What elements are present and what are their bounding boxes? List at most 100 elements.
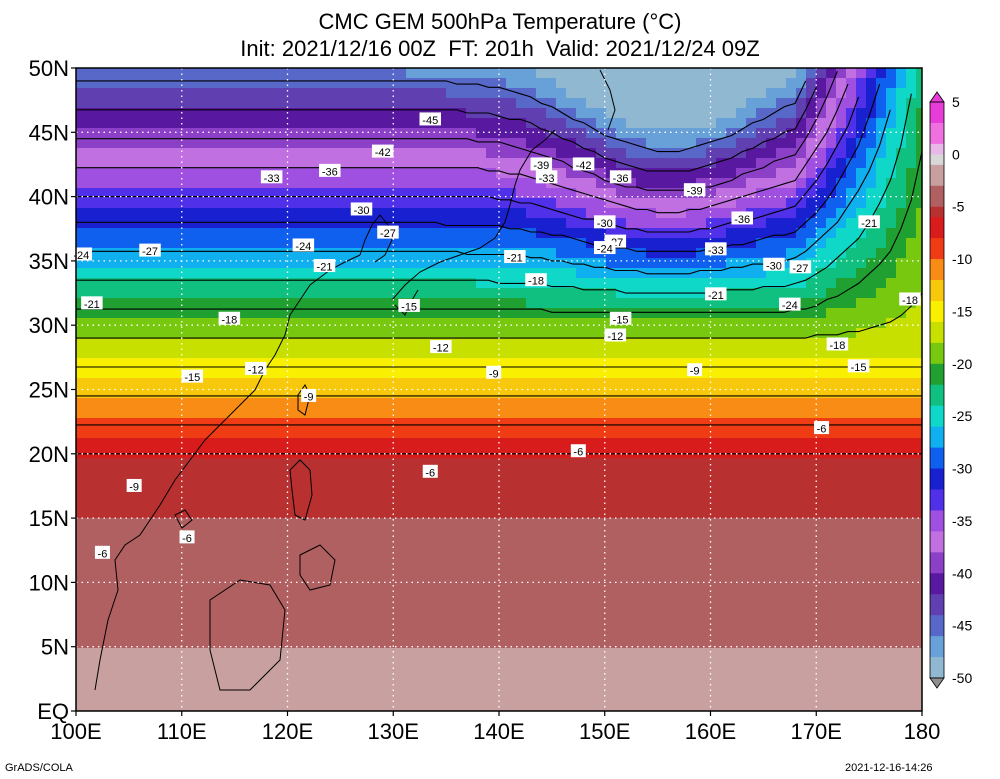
field-cell	[386, 458, 397, 469]
field-cell	[536, 348, 547, 359]
field-cell	[346, 588, 357, 599]
field-cell	[686, 208, 697, 219]
field-cell	[736, 278, 747, 289]
field-cell	[836, 158, 847, 169]
field-cell	[746, 478, 757, 489]
field-cell	[866, 188, 877, 199]
field-cell	[176, 418, 187, 429]
field-cell	[416, 388, 427, 399]
field-cell	[456, 558, 467, 569]
field-cell	[76, 468, 87, 479]
field-cell	[226, 208, 237, 219]
field-cell	[366, 228, 377, 239]
field-cell	[296, 428, 307, 439]
field-cell	[636, 648, 647, 659]
field-cell	[136, 288, 147, 299]
field-cell	[386, 558, 397, 569]
field-cell	[916, 578, 922, 589]
field-cell	[566, 638, 577, 649]
field-cell	[496, 338, 507, 349]
field-cell	[916, 278, 922, 289]
field-cell	[896, 208, 907, 219]
field-cell	[246, 158, 257, 169]
field-cell	[316, 408, 327, 419]
field-cell	[386, 518, 397, 529]
field-cell	[246, 438, 257, 449]
field-cell	[436, 138, 447, 149]
field-cell	[166, 258, 177, 269]
field-cell	[216, 68, 227, 79]
field-cell	[876, 308, 887, 319]
field-cell	[546, 358, 557, 369]
field-cell	[246, 498, 257, 509]
field-cell	[776, 458, 787, 469]
field-cell	[106, 268, 117, 279]
field-cell	[416, 508, 427, 519]
field-cell	[546, 368, 557, 379]
field-cell	[486, 598, 497, 609]
field-cell	[706, 88, 717, 99]
field-cell	[356, 218, 367, 229]
field-cell	[296, 158, 307, 169]
field-cell	[256, 128, 267, 139]
field-cell	[586, 438, 597, 449]
field-cell	[656, 358, 667, 369]
field-cell	[106, 348, 117, 359]
field-cell	[356, 568, 367, 579]
field-cell	[256, 388, 267, 399]
field-cell	[526, 548, 537, 559]
field-cell	[256, 628, 267, 639]
field-cell	[76, 628, 87, 639]
field-cell	[536, 608, 547, 619]
field-cell	[466, 628, 477, 639]
field-cell	[816, 268, 827, 279]
field-cell	[166, 338, 177, 349]
field-cell	[816, 188, 827, 199]
field-cell	[336, 638, 347, 649]
field-cell	[606, 68, 617, 79]
field-cell	[746, 88, 757, 99]
field-cell	[296, 308, 307, 319]
field-cell	[906, 348, 917, 359]
field-cell	[316, 428, 327, 439]
field-cell	[486, 308, 497, 319]
field-cell	[776, 318, 787, 329]
field-cell	[566, 418, 577, 429]
field-cell	[846, 558, 857, 569]
field-cell	[626, 588, 637, 599]
field-cell	[206, 258, 217, 269]
field-cell	[156, 358, 167, 369]
field-cell	[386, 568, 397, 579]
field-cell	[476, 478, 487, 489]
field-cell	[406, 238, 417, 249]
field-cell	[786, 598, 797, 609]
field-cell	[866, 358, 877, 369]
field-cell	[566, 428, 577, 439]
field-cell	[86, 288, 97, 299]
field-cell	[416, 558, 427, 569]
field-cell	[336, 98, 347, 109]
field-cell	[846, 238, 857, 249]
field-cell	[336, 108, 347, 119]
field-cell	[346, 68, 357, 79]
field-cell	[126, 338, 137, 349]
field-cell	[746, 368, 757, 379]
field-cell	[506, 268, 517, 279]
field-cell	[546, 608, 557, 619]
field-cell	[276, 548, 287, 559]
field-cell	[186, 248, 197, 259]
field-cell	[686, 98, 697, 109]
field-cell	[86, 398, 97, 409]
field-cell	[776, 488, 787, 499]
field-cell	[536, 398, 547, 409]
field-cell	[746, 628, 757, 639]
field-cell	[596, 558, 607, 569]
field-cell	[346, 158, 357, 169]
field-cell	[376, 578, 387, 589]
field-cell	[706, 68, 717, 79]
field-cell	[356, 308, 367, 319]
field-cell	[266, 628, 277, 639]
field-cell	[486, 548, 497, 559]
field-cell	[126, 288, 137, 299]
field-cell	[106, 438, 117, 449]
